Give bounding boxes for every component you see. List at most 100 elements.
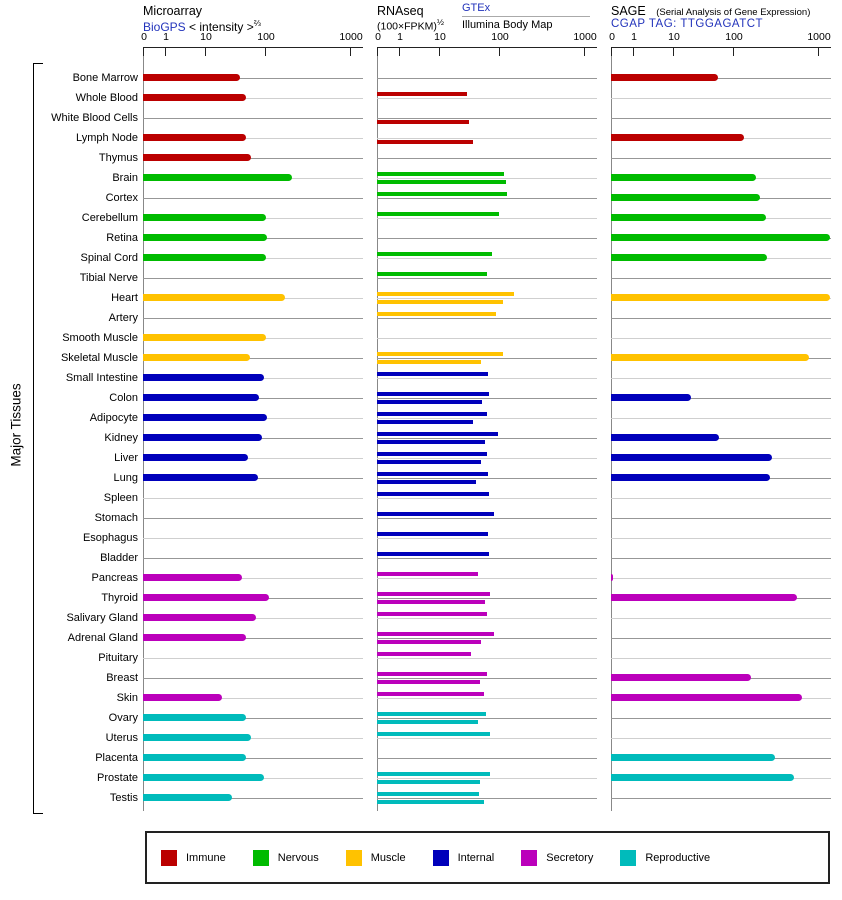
legend-label: Reproductive — [645, 851, 711, 864]
expression-bar — [143, 614, 257, 621]
row-baseline — [377, 778, 597, 779]
row-baseline — [143, 758, 363, 759]
illumina-bar — [377, 180, 507, 184]
gtex-bar — [377, 392, 489, 396]
row-baseline — [611, 158, 831, 159]
illumina-bar — [377, 360, 481, 364]
axis-line — [611, 47, 831, 48]
row-baseline — [143, 278, 363, 279]
tissue-label-column: Bone Marrow Whole Blood White Blood Cells L… — [36, 47, 138, 813]
expression-bar — [143, 714, 246, 721]
immune-swatch — [161, 849, 177, 866]
axis-tick — [439, 47, 440, 56]
row-baseline — [377, 178, 597, 179]
gtex-bar — [377, 472, 489, 476]
gtex-link-row: GTEx — [462, 2, 490, 14]
row-baseline — [377, 318, 597, 319]
axis-tick-label: 10 — [200, 31, 212, 43]
tissue-label: Salivary Gland — [66, 612, 138, 624]
gtex-bar — [377, 352, 504, 356]
expression-bar — [143, 574, 242, 581]
tissue-label: Kidney — [104, 432, 138, 444]
tissue-label: Smooth Muscle — [62, 332, 138, 344]
expression-bar — [143, 94, 246, 101]
axis-tick — [633, 47, 634, 56]
axis-tick-label: 1 — [397, 31, 403, 43]
row-baseline — [611, 578, 831, 579]
legend: Immune Nervous Muscle Internal Secretory Repr… — [145, 831, 830, 884]
expression-bar — [143, 394, 259, 401]
illumina-bar — [377, 440, 485, 444]
expression-bar — [143, 414, 267, 421]
row-baseline — [377, 258, 597, 259]
expression-bar — [143, 734, 251, 741]
row-baseline — [377, 438, 597, 439]
legend-label: Nervous — [277, 851, 319, 864]
expression-bar — [611, 574, 614, 581]
row-baseline — [377, 558, 597, 559]
row-baseline — [143, 538, 363, 539]
tissue-label: Thyroid — [101, 592, 138, 604]
row-baseline — [143, 638, 363, 639]
legend-label: Secretory — [546, 851, 594, 864]
intensity-exponent: ⅔ — [253, 18, 261, 28]
expression-bar — [143, 434, 262, 441]
row-baseline — [143, 658, 363, 659]
axis-tick-label: 10 — [668, 31, 680, 43]
tissue-label: Retina — [106, 232, 138, 244]
expression-bar — [143, 174, 293, 181]
tissue-label: Adrenal Gland — [67, 632, 138, 644]
illumina-bar — [377, 640, 481, 644]
cgap-row: CGAP TAG: TTGGAGATCT — [611, 18, 763, 30]
expression-bar — [143, 634, 246, 641]
expression-bar — [611, 194, 761, 201]
expression-bar — [611, 774, 794, 781]
row-baseline — [611, 498, 831, 499]
sage-header: SAGE (Serial Analysis of Gene Expression… — [611, 2, 810, 20]
row-baseline — [143, 138, 363, 139]
tissue-bracket — [33, 63, 43, 814]
row-baseline — [377, 358, 597, 359]
row-baseline — [143, 698, 363, 699]
tissue-label: Spleen — [103, 492, 138, 504]
row-baseline — [143, 558, 363, 559]
row-baseline — [611, 338, 831, 339]
row-baseline — [377, 158, 597, 159]
axis-tick-label: 100 — [725, 31, 743, 43]
gtex-bar — [377, 452, 487, 456]
row-baseline — [143, 98, 363, 99]
row-baseline — [611, 638, 831, 639]
rnaseq-source-divider — [462, 16, 590, 17]
row-baseline — [377, 218, 597, 219]
gtex-bar — [377, 172, 505, 176]
gtex-bar — [377, 772, 491, 776]
axis-tick — [377, 47, 378, 56]
row-baseline — [143, 318, 363, 319]
row-baseline — [143, 78, 363, 79]
tissue-label: Spinal Cord — [80, 252, 138, 264]
cgap-tag-link[interactable]: CGAP TAG: TTGGAGATCT — [611, 18, 764, 30]
axis-tick-label: 100 — [257, 31, 275, 43]
fpkm-exponent: ½ — [436, 17, 444, 27]
tissue-label: Colon — [109, 392, 138, 404]
row-baseline — [611, 658, 831, 659]
axis-tick — [499, 47, 500, 56]
gtex-bar — [377, 212, 499, 216]
row-baseline — [611, 278, 831, 279]
legend-label: Immune — [186, 851, 226, 864]
axis-tick-label: 1000 — [339, 31, 363, 43]
row-baseline — [143, 498, 363, 499]
tissue-label: Small Intestine — [65, 372, 138, 384]
gtex-bar — [377, 252, 492, 256]
axis-tick-label: 1000 — [807, 31, 831, 43]
biogps-link[interactable]: BioGPS — [143, 20, 186, 34]
gtex-link[interactable]: GTEx — [462, 2, 491, 14]
row-baseline — [611, 118, 831, 119]
axis-tick-label: 0 — [375, 31, 381, 43]
illumina-bar — [377, 480, 476, 484]
illumina-bar — [377, 400, 482, 404]
expression-bar — [611, 74, 719, 81]
gtex-bar — [377, 492, 489, 496]
tissue-label: Artery — [108, 312, 138, 324]
